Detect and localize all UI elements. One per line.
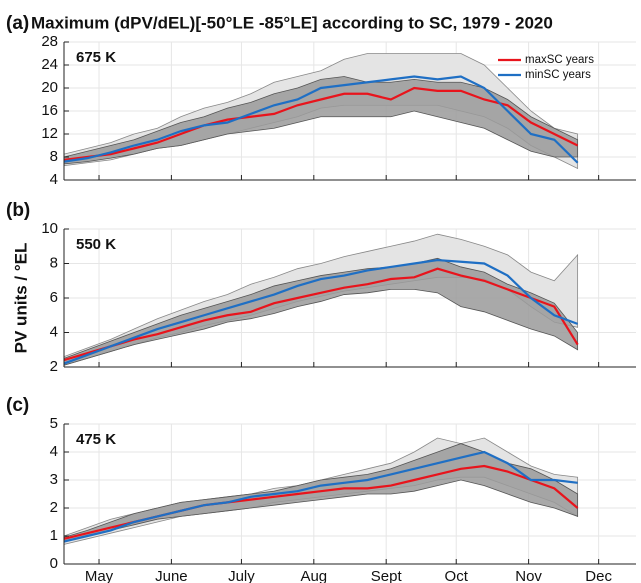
x-tick-label: Dec	[585, 568, 612, 583]
y-tick-label: 5	[50, 415, 58, 432]
line	[63, 267, 579, 362]
y-tick-label: 4	[50, 443, 58, 460]
y-axis-label: PV units / °EL	[11, 243, 30, 354]
x-tick-label: Sept	[371, 568, 403, 583]
y-tick-label: 16	[41, 102, 58, 119]
y-tick-label: 3	[50, 471, 58, 488]
y-tick-label: 2	[50, 358, 58, 375]
legend-label: minSC years	[525, 69, 591, 81]
panel-label: (c)	[6, 395, 29, 416]
x-tick-label: June	[155, 568, 188, 583]
y-tick-label: 0	[50, 555, 58, 572]
y-tick-label: 4	[50, 323, 58, 340]
panel-label: (a)	[6, 13, 29, 34]
y-tick-label: 8	[50, 148, 58, 165]
y-tick-label: 1	[50, 527, 58, 544]
y-tick-label: 6	[50, 289, 58, 306]
legend-label: maxSC years	[525, 54, 594, 66]
y-tick-label: 24	[41, 56, 58, 73]
annotation: 475 K	[76, 431, 116, 448]
annotation: 550 K	[76, 236, 116, 253]
band	[63, 76, 579, 165]
band	[63, 443, 579, 543]
line	[63, 258, 579, 365]
x-tick-label: July	[228, 568, 255, 583]
y-tick-label: 2	[50, 499, 58, 516]
panel-label: (b)	[6, 200, 30, 221]
line	[63, 75, 579, 164]
x-tick-label: Oct	[445, 568, 469, 583]
y-tick-label: 20	[41, 79, 58, 96]
x-tick-label: Nov	[515, 568, 542, 583]
y-tick-label: 4	[50, 171, 58, 188]
chart-title: Maximum (dPV/dEL)[-50°LE -85°LE] accordi…	[31, 13, 553, 32]
band	[63, 257, 579, 366]
y-tick-label: 8	[50, 254, 58, 271]
y-tick-label: 28	[41, 33, 58, 50]
x-tick-label: Aug	[300, 568, 327, 583]
x-tick-label: May	[85, 568, 114, 583]
line	[63, 86, 579, 161]
y-tick-label: 12	[41, 125, 58, 142]
line	[63, 450, 578, 543]
y-tick-label: 10	[41, 220, 58, 237]
annotation: 675 K	[76, 49, 116, 66]
